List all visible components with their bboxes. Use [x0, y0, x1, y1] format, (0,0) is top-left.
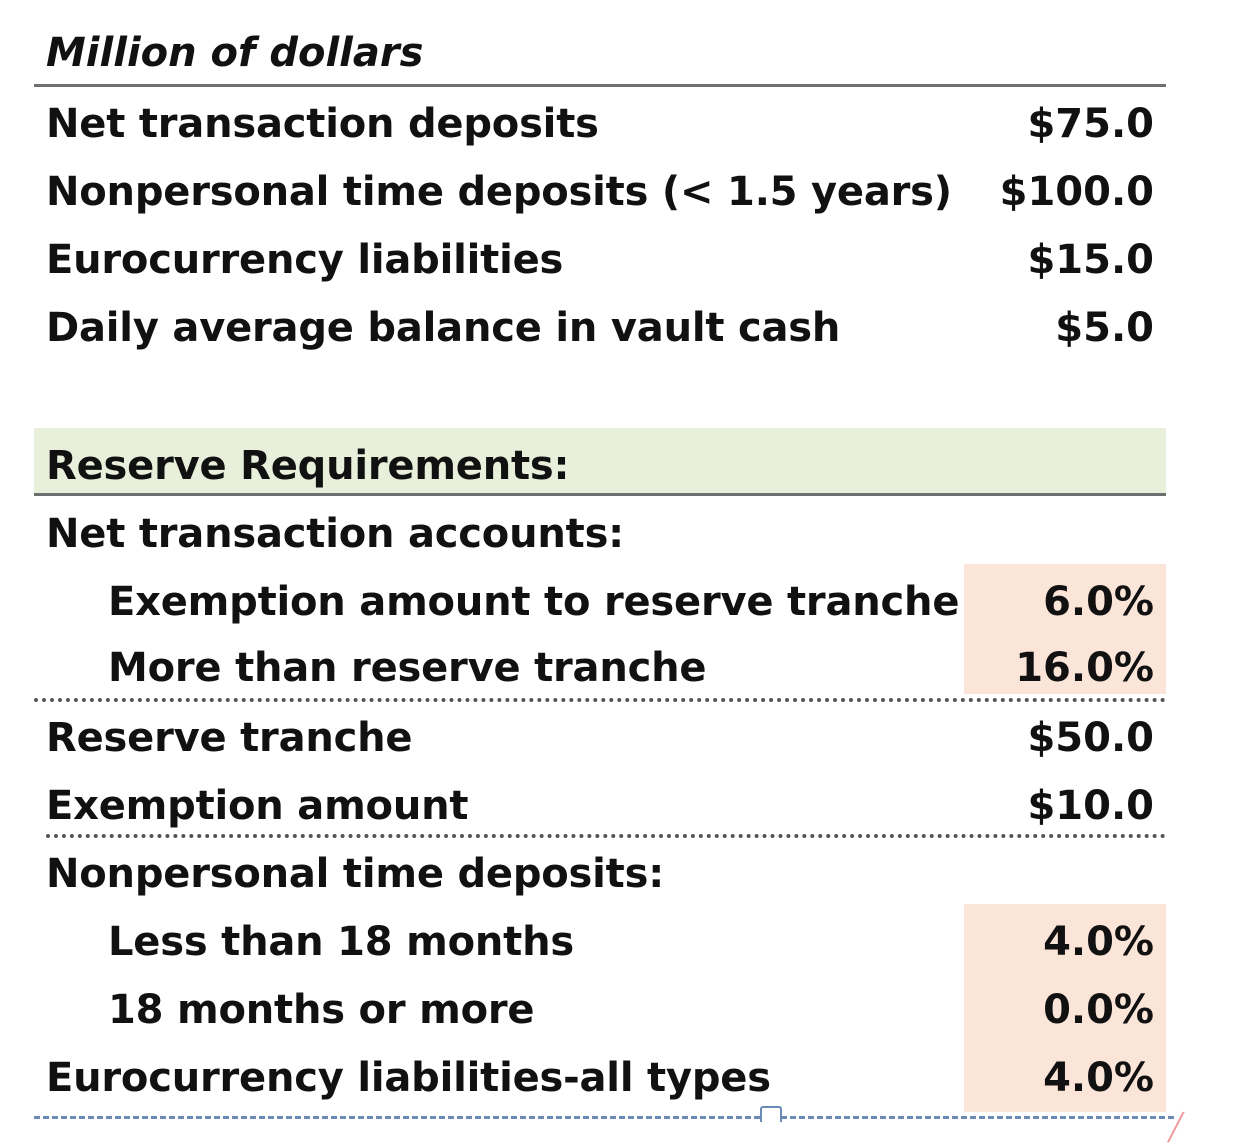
balance-label: Daily average balance in vault cash [46, 305, 841, 351]
nonpersonal-heading: Nonpersonal time deposits: [46, 851, 665, 897]
rate-label: Exemption amount to reserve tranche [108, 579, 960, 625]
exemption-amount-row[interactable]: Exemption amount $10.0 [34, 772, 1166, 840]
rate-row-less-than-18[interactable]: Less than 18 months 4.0% [34, 908, 1166, 976]
reserve-heading-underline [34, 493, 1166, 496]
reserve-heading: Reserve Requirements: [46, 443, 570, 489]
reserve-tranche-label: Reserve tranche [46, 715, 413, 761]
rate-value[interactable]: 4.0% [1043, 919, 1154, 965]
title-underline [34, 84, 1166, 87]
reserve-requirements-sheet: Million of dollars Net transaction depos… [34, 0, 1174, 1144]
exemption-amount-value[interactable]: $10.0 [1027, 783, 1154, 829]
rate-value[interactable]: 6.0% [1043, 579, 1154, 625]
balance-value[interactable]: $5.0 [1055, 305, 1154, 351]
rate-row-eurocurrency[interactable]: Eurocurrency liabilities-all types 4.0% [34, 1044, 1166, 1112]
rate-label: 18 months or more [108, 987, 535, 1033]
reserve-heading-band [34, 428, 1166, 494]
corner-mark-icon: ╱ [1168, 1113, 1184, 1143]
net-transaction-heading-row: Net transaction accounts: [34, 500, 1166, 568]
balance-label: Eurocurrency liabilities [46, 237, 564, 283]
balance-row-vault-cash[interactable]: Daily average balance in vault cash $5.0 [34, 294, 1166, 362]
rate-row-exemption-to-tranche[interactable]: Exemption amount to reserve tranche 6.0% [34, 568, 1166, 636]
net-transaction-heading: Net transaction accounts: [46, 511, 624, 557]
balance-value[interactable]: $15.0 [1027, 237, 1154, 283]
rate-input-cells-net-transaction [964, 564, 1166, 694]
rate-value[interactable]: 0.0% [1043, 987, 1154, 1033]
resize-handle-icon[interactable] [760, 1106, 782, 1122]
rate-label: Less than 18 months [108, 919, 574, 965]
rate-row-18-or-more[interactable]: 18 months or more 0.0% [34, 976, 1166, 1044]
balance-row-eurocurrency[interactable]: Eurocurrency liabilities $15.0 [34, 226, 1166, 294]
dotted-separator [34, 698, 1166, 702]
balance-row-nonpersonal[interactable]: Nonpersonal time deposits (< 1.5 years) … [34, 158, 1166, 226]
dotted-separator [46, 834, 1166, 838]
rate-value[interactable]: 16.0% [1015, 645, 1154, 691]
balance-label: Nonpersonal time deposits (< 1.5 years) [46, 169, 952, 215]
reserve-heading-row: Reserve Requirements: [34, 432, 1166, 500]
balance-value[interactable]: $100.0 [999, 169, 1154, 215]
reserve-tranche-value[interactable]: $50.0 [1027, 715, 1154, 761]
selection-border [34, 1116, 1174, 1119]
balance-row-net-transaction[interactable]: Net transaction deposits $75.0 [34, 90, 1166, 158]
balance-value[interactable]: $75.0 [1027, 101, 1154, 147]
units-title: Million of dollars [46, 30, 424, 76]
rate-label: Eurocurrency liabilities-all types [46, 1055, 771, 1101]
rate-row-more-than-tranche[interactable]: More than reserve tranche 16.0% [34, 634, 1166, 702]
rate-input-cells-nonpersonal [964, 904, 1166, 1112]
rate-value[interactable]: 4.0% [1043, 1055, 1154, 1101]
balance-label: Net transaction deposits [46, 101, 599, 147]
rate-label: More than reserve tranche [108, 645, 707, 691]
reserve-tranche-row[interactable]: Reserve tranche $50.0 [34, 704, 1166, 772]
nonpersonal-heading-row: Nonpersonal time deposits: [34, 840, 1166, 908]
exemption-amount-label: Exemption amount [46, 783, 469, 829]
